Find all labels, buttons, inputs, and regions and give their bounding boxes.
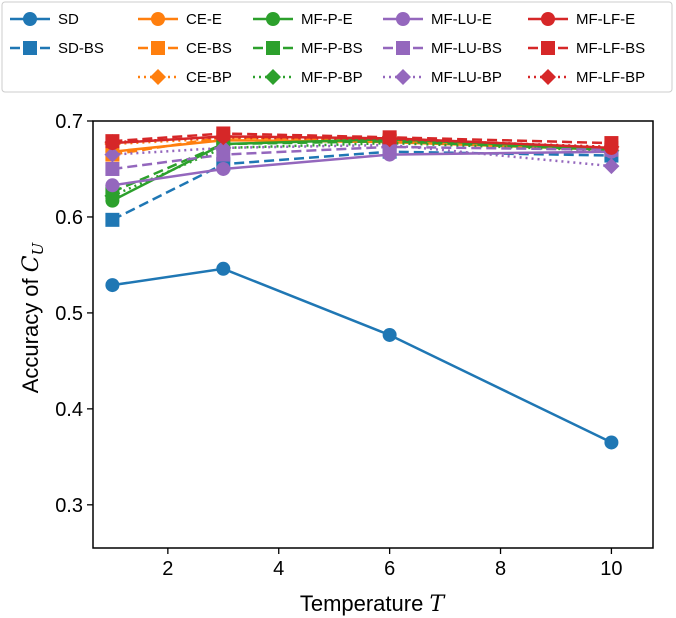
legend-label: SD xyxy=(58,11,79,28)
legend-marker xyxy=(23,12,37,26)
legend-item-ce-bs: CE-BS xyxy=(138,40,232,57)
legend-item-mf-lu-bs: MF-LU-BS xyxy=(383,40,502,57)
legend-marker xyxy=(541,41,555,55)
plot-area xyxy=(92,120,654,549)
y-tick-label: 0.3 xyxy=(55,495,83,517)
series-mf-lf-bp xyxy=(104,129,620,155)
legend-marker xyxy=(396,12,410,26)
legend-label: MF-LF-BS xyxy=(576,40,645,57)
x-tick-label: 8 xyxy=(495,558,506,580)
legend-marker xyxy=(266,12,280,26)
series-line-ce-bp xyxy=(112,137,612,149)
x-axis-label: Temperature T xyxy=(300,591,447,617)
legend-label: CE-BS xyxy=(186,40,232,57)
legend-marker xyxy=(395,69,411,85)
legend-label: MF-LU-BS xyxy=(431,40,502,57)
legend-marker xyxy=(265,69,281,85)
y-tick-label: 0.5 xyxy=(55,303,83,325)
legend-marker xyxy=(540,69,556,85)
legend-item-ce-bp: CE-BP xyxy=(138,69,232,86)
data-point-mf-lf-bp-1 xyxy=(215,129,232,146)
data-point-mf-lu-bp-1 xyxy=(215,139,232,156)
data-point-sd-2 xyxy=(382,327,397,342)
data-point-mf-lf-bp-3 xyxy=(603,138,620,155)
x-axis-ticks: 2 4 6 8 10 xyxy=(162,548,623,580)
data-point-mf-p-bp-0 xyxy=(104,187,121,204)
legend-marker xyxy=(151,12,165,26)
legend-item-ce-e: CE-E xyxy=(138,11,222,28)
series-line-sd xyxy=(112,267,612,444)
data-point-mf-lu-bp-0 xyxy=(104,146,121,163)
x-tick-label: 4 xyxy=(273,558,284,580)
legend-marker xyxy=(541,12,555,26)
series-line-mf-lu-bp xyxy=(112,143,612,168)
legend-label: SD-BS xyxy=(58,40,104,57)
x-tick-label: 2 xyxy=(162,558,173,580)
series-line-sd-bs xyxy=(111,150,612,221)
legend-item-sd-bs: SD-BS xyxy=(10,40,104,57)
data-point-mf-lu-bs-0 xyxy=(105,161,120,176)
legend-marker xyxy=(266,41,280,55)
data-point-mf-lu-e-1 xyxy=(216,161,231,176)
legend-item-mf-lu-e: MF-LU-E xyxy=(383,11,492,28)
series-sd xyxy=(105,261,619,450)
y-axis-label: Accuracy of CU xyxy=(18,241,47,393)
legend-marker xyxy=(151,41,165,55)
data-point-mf-lf-bp-0 xyxy=(104,134,121,151)
y-tick-label: 0.7 xyxy=(55,111,83,133)
legend-label: MF-P-E xyxy=(301,11,353,28)
axes-frame xyxy=(92,120,654,549)
data-point-sd-1 xyxy=(216,261,231,276)
legend-label: MF-LF-E xyxy=(576,11,635,28)
legend-label: MF-LU-E xyxy=(431,11,492,28)
data-point-sd-3 xyxy=(604,435,619,450)
legend-item-mf-lf-e: MF-LF-E xyxy=(528,11,635,28)
legend-item-mf-p-bp: MF-P-BP xyxy=(253,69,363,86)
legend-box xyxy=(1,1,673,93)
legend-item-mf-lu-bp: MF-LU-BP xyxy=(383,69,502,86)
data-point-mf-lu-bp-3 xyxy=(603,158,620,175)
legend-item-sd: SD xyxy=(10,11,79,28)
x-tick-label: 10 xyxy=(600,558,622,580)
legend-item-mf-lf-bp: MF-LF-BP xyxy=(528,69,645,86)
legend-label: MF-LU-BP xyxy=(431,69,502,86)
legend-label: CE-BP xyxy=(186,69,232,86)
series-line-ce-bs xyxy=(112,136,612,156)
series-line-mf-p-bs xyxy=(111,139,612,194)
legend-marker xyxy=(396,41,410,55)
legend-item-mf-lf-bs: MF-LF-BS xyxy=(528,40,645,57)
series-line-mf-lf-bp xyxy=(112,136,612,149)
series-line-mf-lu-e xyxy=(112,150,612,187)
data-point-sd-bs-0 xyxy=(105,212,120,227)
legend-item-mf-p-e: MF-P-E xyxy=(253,11,353,28)
data-point-sd-0 xyxy=(105,278,120,293)
y-tick-label: 0.6 xyxy=(55,207,83,229)
legend-item-mf-p-bs: MF-P-BS xyxy=(253,40,363,57)
x-tick-label: 6 xyxy=(384,558,395,580)
legend-label: MF-P-BS xyxy=(301,40,363,57)
series-line-mf-lu-bs xyxy=(112,145,612,171)
y-axis-ticks: 0.3 0.4 0.5 0.6 0.7 xyxy=(55,111,93,517)
legend-marker xyxy=(23,41,37,55)
legend: SD SD-BS CE-E CE-BS CE-BP MF-P-E MF-P-BS MF-P-B… xyxy=(1,1,673,93)
series-line-mf-p-bp xyxy=(111,141,612,197)
data-point-mf-lf-bp-2 xyxy=(381,131,398,148)
y-tick-label: 0.4 xyxy=(55,399,83,421)
legend-marker xyxy=(150,69,166,85)
legend-label: MF-P-BP xyxy=(301,69,363,86)
legend-label: CE-E xyxy=(186,11,222,28)
data-point-mf-lu-e-0 xyxy=(105,178,120,193)
legend-label: MF-LF-BP xyxy=(576,69,645,86)
